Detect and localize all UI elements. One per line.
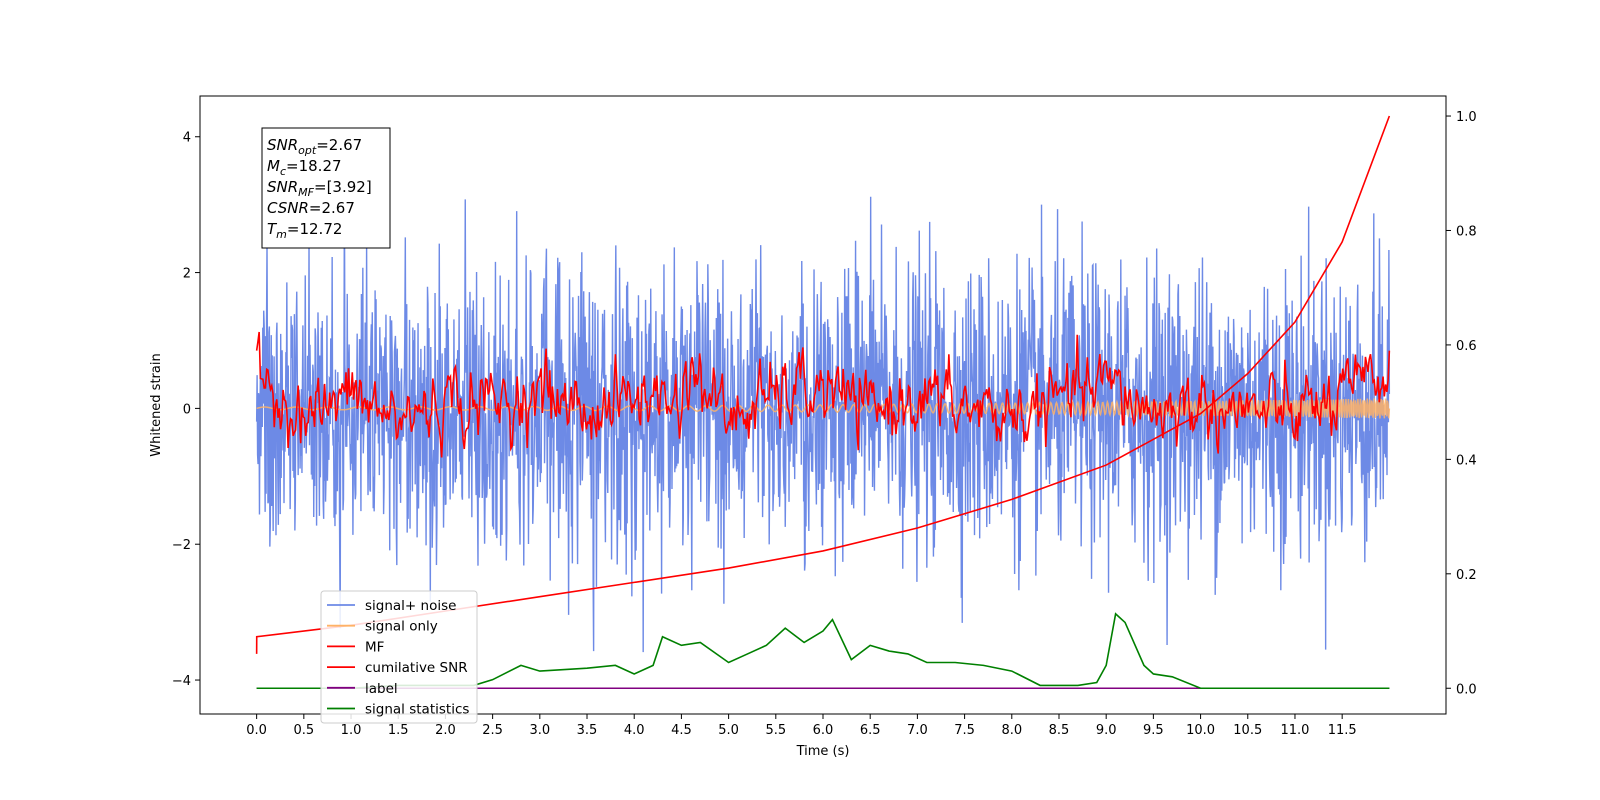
annotation-box: SNRopt=2.67Mc=18.27SNRMF=[3.92]CSNR=2.67… xyxy=(261,127,391,249)
y-tick-label: 2 xyxy=(183,267,191,282)
y-axis-label: Whitened strain xyxy=(149,353,164,456)
legend-label: label xyxy=(365,681,398,697)
y-tick-label: −4 xyxy=(172,674,191,689)
x-tick-label: 7.5 xyxy=(954,723,975,738)
legend-label: MF xyxy=(365,639,384,655)
x-tick-label: 2.5 xyxy=(482,723,503,738)
x-tick-label: 6.0 xyxy=(813,723,834,738)
y2-tick-label: 1.0 xyxy=(1456,110,1477,125)
y2-tick-label: 0.2 xyxy=(1456,568,1477,583)
series-signal-statistics xyxy=(256,612,1390,690)
x-tick-label: 1.5 xyxy=(388,723,409,738)
x-tick-label: 11.5 xyxy=(1328,723,1357,738)
legend-label: signal+ noise xyxy=(365,598,456,614)
y2-tick-label: 0.8 xyxy=(1456,224,1477,239)
x-axis-label: Time (s) xyxy=(796,744,850,759)
x-tick-label: 6.5 xyxy=(860,723,881,738)
x-tick-label: 4.5 xyxy=(671,723,692,738)
legend-label: cumilative SNR xyxy=(365,660,468,676)
x-tick-label: 1.0 xyxy=(341,723,362,738)
annotation-line: SNRMF=[3.92] xyxy=(267,178,372,199)
legend-label: signal only xyxy=(365,619,438,635)
x-axis: 0.0 0.5 1.0 1.5 2.0 2.5 3.0 3.5 4.0 4.5 5.0 5.5 6.0 6… xyxy=(246,714,1357,738)
x-tick-label: 5.0 xyxy=(718,723,739,738)
x-tick-label: 2.0 xyxy=(435,723,456,738)
x-tick-label: 10.5 xyxy=(1233,723,1262,738)
x-tick-label: 8.5 xyxy=(1049,723,1070,738)
x-tick-label: 10.0 xyxy=(1186,723,1215,738)
annotation-line: SNRopt=2.67 xyxy=(267,136,362,157)
x-tick-label: 11.0 xyxy=(1280,723,1309,738)
series-mf xyxy=(255,331,1391,458)
series-signal-noise xyxy=(255,180,1391,653)
x-tick-label: 0.5 xyxy=(293,723,314,738)
x-tick-label: 3.0 xyxy=(529,723,550,738)
legend-label: signal statistics xyxy=(365,702,469,718)
legend: signal+ noise signal only MF cumilative SNR… xyxy=(320,590,478,724)
y-tick-label: 4 xyxy=(183,131,191,146)
y-tick-label: 0 xyxy=(183,402,191,417)
y2-tick-label: 0.6 xyxy=(1456,339,1477,354)
x-tick-label: 4.0 xyxy=(624,723,645,738)
y2-tick-label: 0.0 xyxy=(1456,682,1477,697)
y-axis-left: −4 −2 0 2 4 xyxy=(172,131,200,689)
annotation-line: CSNR=2.67 xyxy=(267,199,355,217)
x-tick-label: 8.0 xyxy=(1001,723,1022,738)
x-tick-label: 5.5 xyxy=(765,723,786,738)
y-tick-label: −2 xyxy=(172,538,191,553)
x-tick-label: 9.0 xyxy=(1096,723,1117,738)
annotation-line: Tm=12.72 xyxy=(267,220,342,241)
annotation-line: Mc=18.27 xyxy=(267,157,342,178)
x-tick-label: 7.0 xyxy=(907,723,928,738)
y-axis-right: 0.0 0.2 0.4 0.6 0.8 1.0 xyxy=(1446,110,1477,697)
x-tick-label: 9.5 xyxy=(1143,723,1164,738)
y2-tick-label: 0.4 xyxy=(1456,453,1477,468)
x-tick-label: 3.5 xyxy=(577,723,598,738)
x-tick-label: 0.0 xyxy=(246,723,267,738)
